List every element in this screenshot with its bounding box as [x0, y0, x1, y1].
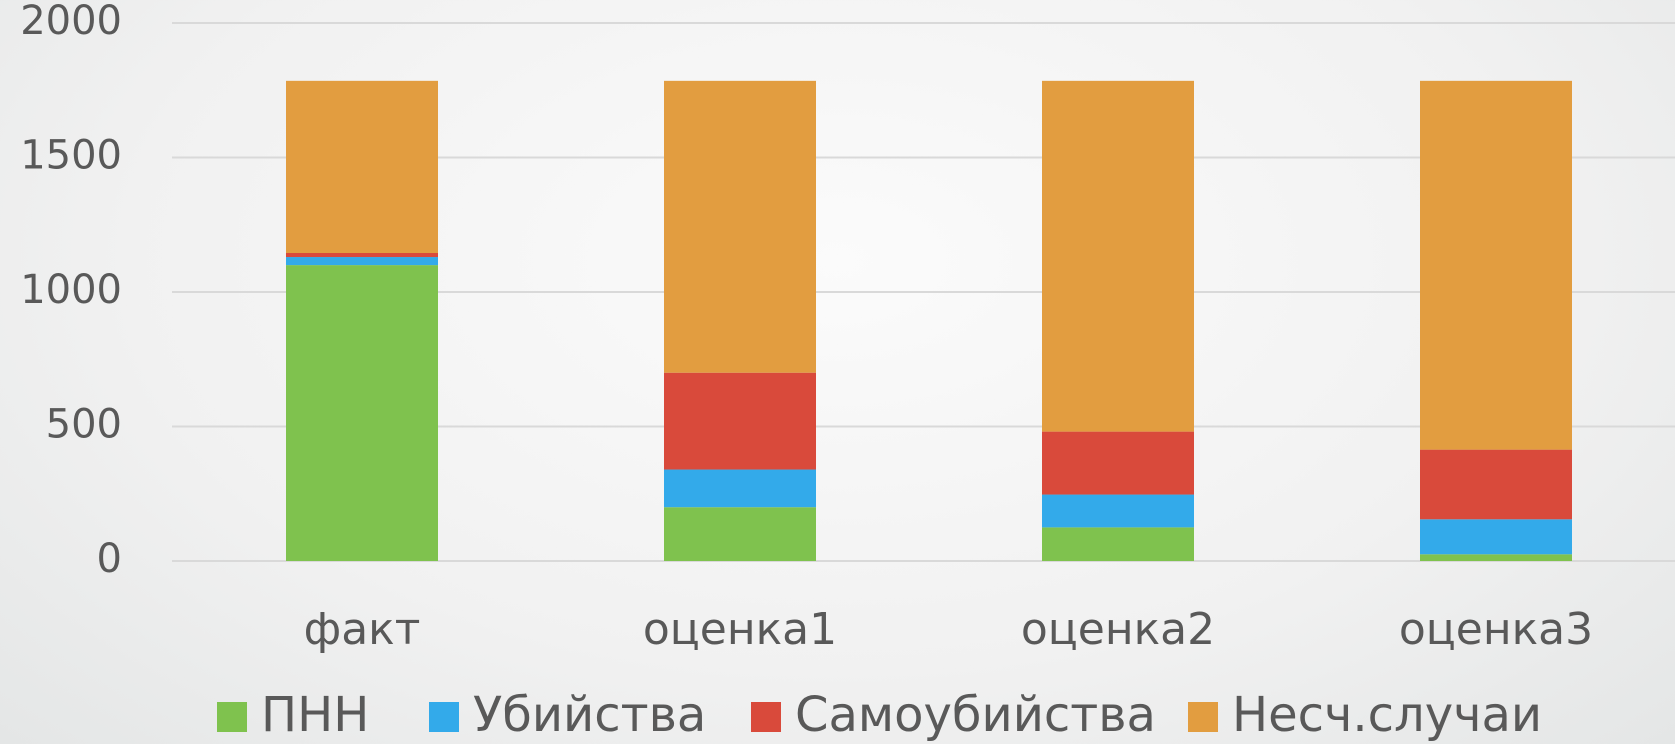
legend-swatch — [217, 702, 247, 732]
legend-swatch — [751, 702, 781, 732]
legend-label: Убийства — [473, 687, 706, 743]
bar-segment — [286, 252, 438, 258]
bar-segment — [286, 257, 438, 266]
bar-segment — [1042, 527, 1194, 561]
x-tick-label: оценка2 — [1021, 604, 1215, 655]
y-tick-label: 0 — [97, 536, 122, 582]
bar-segment — [664, 80, 816, 373]
bar-segment — [664, 469, 816, 508]
bar-segment — [1420, 554, 1572, 561]
x-tick-label: факт — [304, 604, 421, 655]
bar-segment — [664, 507, 816, 561]
x-tick-label: оценка1 — [643, 604, 837, 655]
bar-segment — [1042, 431, 1194, 495]
bar-segment — [1042, 494, 1194, 528]
bar-segment — [286, 265, 438, 561]
legend-swatch — [1188, 702, 1218, 732]
bar-segment — [1042, 80, 1194, 432]
bar-segment — [286, 80, 438, 253]
y-tick-label: 500 — [46, 402, 122, 448]
legend-label: Несч.случаи — [1232, 687, 1542, 743]
bar-segment — [1420, 519, 1572, 555]
legend-label: Самоубийства — [795, 687, 1156, 743]
y-tick-label: 1000 — [20, 267, 122, 313]
y-tick-label: 2000 — [20, 0, 122, 44]
bar-segment — [1420, 80, 1572, 450]
x-tick-label: оценка3 — [1399, 604, 1593, 655]
bar-segment — [664, 372, 816, 470]
y-tick-label: 1500 — [20, 133, 122, 179]
legend-label: ПНН — [261, 687, 369, 743]
bar-segment — [1420, 449, 1572, 520]
legend-swatch — [429, 702, 459, 732]
